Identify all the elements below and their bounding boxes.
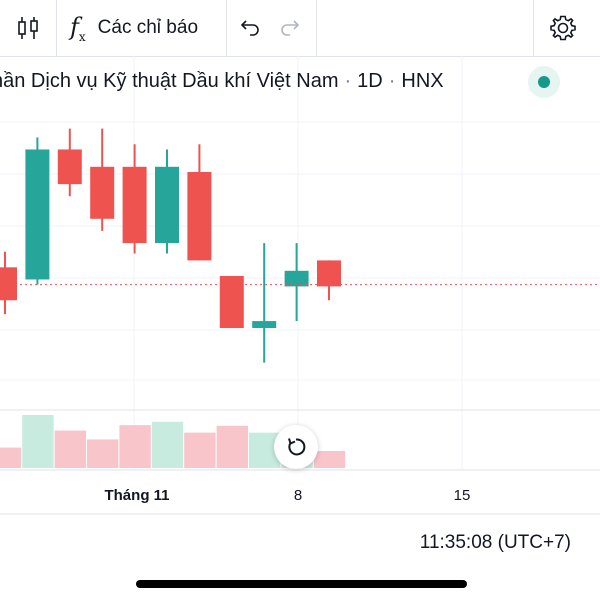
x-tick-label: 8: [294, 487, 302, 504]
time-axis: Tháng 11 8 15: [104, 487, 470, 504]
candle-body: [317, 260, 341, 287]
x-tick-label: Tháng 11: [104, 487, 169, 504]
gear-icon: [550, 15, 576, 41]
candle-body: [155, 166, 179, 244]
fx-icon: fx: [70, 12, 86, 44]
home-indicator: [136, 580, 467, 588]
candle-body: [284, 270, 309, 287]
market-status-indicator[interactable]: [528, 66, 560, 98]
redo-icon: [281, 20, 300, 36]
reset-chart-button[interactable]: [274, 425, 318, 469]
candle: [25, 137, 50, 285]
chart-type-button[interactable]: [0, 0, 56, 56]
candle-body: [252, 321, 277, 328]
candle-body: [25, 149, 50, 280]
symbol-interval: 1D: [357, 70, 383, 92]
candlestick-icon: [18, 17, 38, 39]
volume-bar: [22, 414, 54, 468]
candle: [219, 276, 244, 328]
candle: [284, 243, 309, 322]
volume-bar: [54, 430, 86, 468]
volume-bar: [151, 421, 184, 468]
symbol-name: hần Dịch vụ Kỹ thuật Dầu khí Việt Nam: [0, 70, 339, 92]
candle-body: [122, 166, 147, 244]
candle-body: [0, 267, 17, 301]
symbol-exchange: HNX: [401, 70, 444, 92]
volume-bar: [313, 451, 346, 468]
symbol-title[interactable]: hần Dịch vụ Kỹ thuật Dầu khí Việt Nam · 1D…: [0, 70, 444, 93]
candle: [57, 128, 82, 197]
settings-button[interactable]: [534, 0, 592, 56]
indicators-label: Các chỉ báo: [97, 17, 199, 38]
undo-icon: [240, 20, 259, 36]
indicators-button[interactable]: fx Các chỉ báo: [60, 0, 225, 56]
current-time[interactable]: 11:35:08 (UTC+7): [419, 532, 571, 553]
candle-body: [187, 172, 212, 261]
volume-bar: [216, 425, 248, 468]
candle: [0, 251, 17, 315]
candle-body: [219, 276, 244, 328]
candle-body: [90, 166, 115, 219]
volume-bar: [184, 432, 216, 468]
symbol-header: hần Dịch vụ Kỹ thuật Dầu khí Việt Nam · 1D…: [0, 62, 600, 102]
candle: [155, 149, 179, 254]
volume-bar: [0, 447, 22, 468]
x-tick-label: 15: [454, 487, 471, 504]
chart-toolbar: fx Các chỉ báo: [0, 0, 600, 57]
reset-icon: [288, 438, 306, 456]
volume-bar: [119, 425, 151, 468]
candle: [187, 144, 212, 261]
candle: [317, 260, 341, 301]
candle: [122, 144, 147, 254]
candle: [252, 243, 277, 363]
candle-body: [57, 149, 82, 185]
candle: [90, 128, 115, 231]
undo-button[interactable]: [230, 0, 270, 56]
redo-button[interactable]: [270, 0, 310, 56]
volume-bar: [87, 439, 119, 468]
